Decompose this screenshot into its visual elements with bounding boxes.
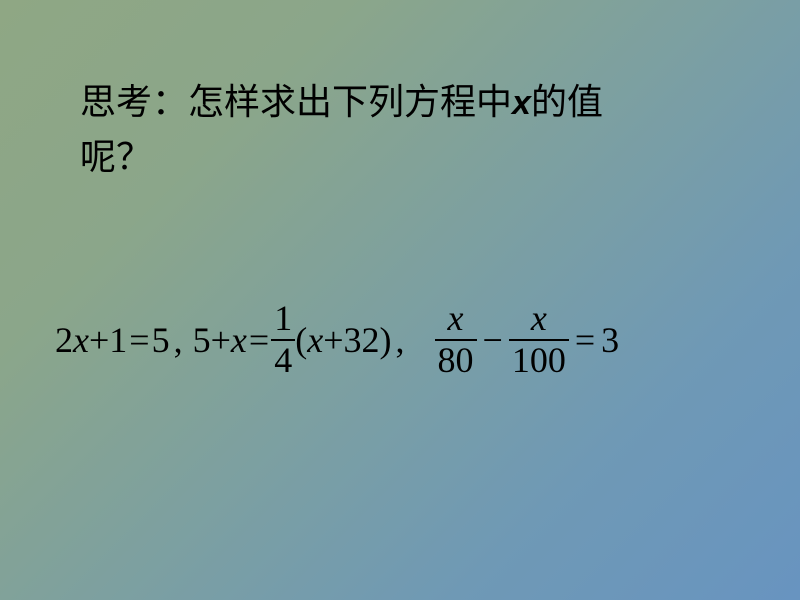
eq3-frac2-num: x: [528, 300, 550, 338]
eq3-frac1-den: 80: [435, 342, 477, 380]
eq1-comma: ,: [174, 319, 183, 361]
eq2-equals: =: [247, 319, 271, 361]
title-variable-x: x: [512, 84, 531, 122]
eq1-coef: 2: [55, 319, 73, 361]
eq1-rhs: 5: [152, 319, 170, 361]
eq2-paren-left: (: [295, 319, 307, 361]
eq3-equals: =: [569, 319, 601, 361]
eq2-var-x-lhs: x: [231, 319, 247, 361]
eq2-lhs-left: 5+: [193, 319, 231, 361]
title-prefix: 思考：怎样求出下列方程中: [80, 82, 512, 122]
eq3-frac2-den: 100: [509, 342, 569, 380]
equation-1: 2x+1=5,: [55, 319, 193, 361]
eq2-frac-num: 1: [271, 300, 295, 338]
eq2-fraction: 1 4: [271, 300, 295, 380]
eq2-paren-right: ): [380, 319, 392, 361]
eq1-plus: +1: [89, 319, 127, 361]
equation-3: x 80 − x 100 = 3: [435, 300, 620, 380]
eq1-var-x: x: [73, 319, 89, 361]
eq2-comma: ,: [396, 319, 405, 361]
eq1-equals: =: [127, 319, 151, 361]
eq3-minus: −: [477, 319, 509, 361]
equation-row: 2x+1=5, 5+x= 1 4 (x+32), x 80 − x 100 = …: [55, 300, 619, 380]
title-line-1: 思考：怎样求出下列方程中x的值: [80, 75, 603, 129]
eq3-frac1-num: x: [445, 300, 467, 338]
title-line2-text: 呢？: [80, 137, 152, 177]
equation-2: 5+x= 1 4 (x+32),: [193, 300, 415, 380]
eq3-fraction-2: x 100: [509, 300, 569, 380]
eq2-frac-den: 4: [271, 342, 295, 380]
title-suffix: 的值: [531, 82, 603, 122]
eq3-rhs: 3: [601, 319, 619, 361]
eq3-fraction-1: x 80: [435, 300, 477, 380]
title-line-2: 呢？: [80, 130, 152, 184]
eq2-plus32: +32: [323, 319, 379, 361]
eq2-var-x-rhs: x: [307, 319, 323, 361]
